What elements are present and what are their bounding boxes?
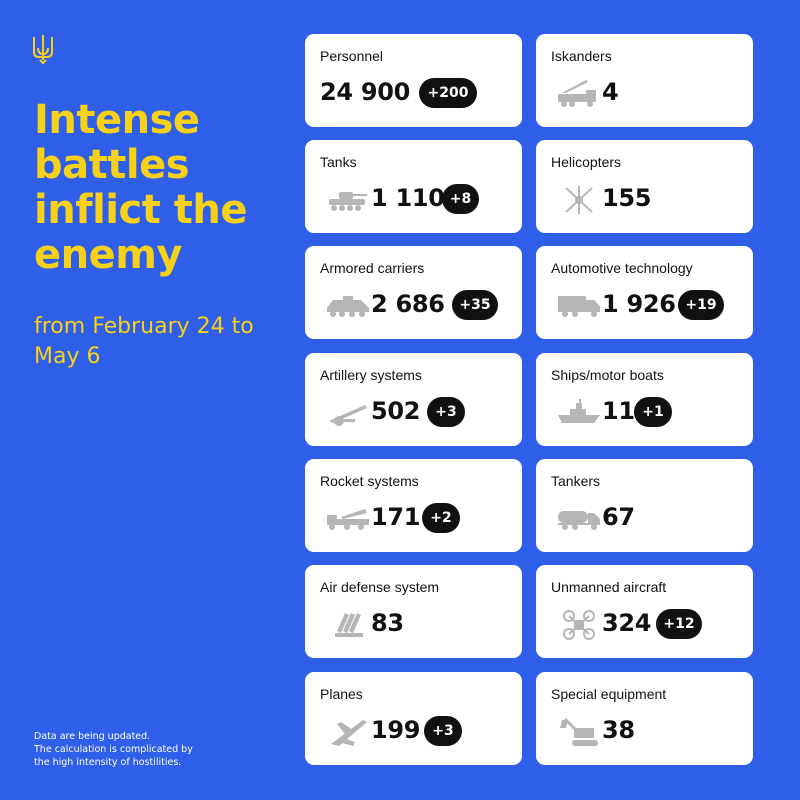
card-value: 324 bbox=[602, 609, 652, 637]
card-value: 83 bbox=[371, 609, 404, 637]
card-label: Air defense system bbox=[320, 579, 440, 595]
footnote: Data are being updated. The calculation … bbox=[34, 731, 193, 768]
stat-card-unmanned-aircraft: Unmanned aircraft 324 +12 bbox=[536, 565, 753, 658]
tank-icon bbox=[329, 192, 367, 211]
drone-icon bbox=[563, 610, 595, 640]
truck-icon bbox=[558, 296, 600, 317]
delta-badge: +2 bbox=[422, 503, 460, 533]
delta-badge: +3 bbox=[427, 397, 465, 427]
card-value: 11 bbox=[602, 397, 635, 425]
stat-card-tanks: Tanks 1 110 +8 bbox=[305, 140, 522, 233]
delta-badge: +8 bbox=[442, 184, 479, 214]
card-label: Planes bbox=[320, 686, 363, 702]
delta-badge: +200 bbox=[419, 78, 477, 108]
card-label: Ships/motor boats bbox=[551, 367, 664, 383]
stat-card-tankers: Tankers 67 bbox=[536, 459, 753, 552]
rocket-system-icon bbox=[327, 509, 369, 530]
stat-card-air-defense: Air defense system 83 bbox=[305, 565, 522, 658]
card-value: 2 686 bbox=[371, 290, 445, 318]
delta-badge: +3 bbox=[424, 716, 462, 746]
plane-icon bbox=[331, 720, 367, 746]
card-value: 199 bbox=[371, 716, 421, 744]
stat-card-artillery-systems: Artillery systems 502 +3 bbox=[305, 353, 522, 446]
delta-badge: +19 bbox=[678, 290, 724, 320]
tanker-truck-icon bbox=[558, 511, 600, 530]
stat-card-iskanders: Iskanders 4 bbox=[536, 34, 753, 127]
armored-carrier-icon bbox=[327, 296, 369, 317]
card-value: 67 bbox=[602, 503, 635, 531]
card-value: 4 bbox=[602, 78, 619, 106]
card-value: 171 bbox=[371, 503, 421, 531]
delta-badge: +35 bbox=[452, 290, 498, 320]
missile-launcher-icon bbox=[558, 80, 596, 107]
card-label: Unmanned aircraft bbox=[551, 579, 667, 595]
delta-badge: +12 bbox=[656, 609, 702, 639]
card-label: Tankers bbox=[551, 473, 601, 489]
card-label: Special equipment bbox=[551, 686, 667, 702]
card-value: 155 bbox=[602, 184, 652, 212]
stat-card-special-equipment: Special equipment 38 bbox=[536, 672, 753, 765]
card-value: 1 110 bbox=[371, 184, 445, 212]
stat-card-helicopters: Helicopters 155 bbox=[536, 140, 753, 233]
card-label: Tanks bbox=[320, 154, 357, 170]
air-defense-icon bbox=[335, 613, 363, 637]
card-label: Automotive technology bbox=[551, 260, 693, 276]
trident-icon bbox=[33, 35, 53, 64]
card-label: Armored carriers bbox=[320, 260, 425, 276]
stat-card-armored-carriers: Armored carriers 2 686 +35 bbox=[305, 246, 522, 339]
card-label: Personnel bbox=[320, 48, 384, 64]
stat-card-ships: Ships/motor boats 11 +1 bbox=[536, 353, 753, 446]
card-value: 502 bbox=[371, 397, 421, 425]
artillery-icon bbox=[329, 405, 367, 426]
headline-title: Intense battles inflict the enemy bbox=[34, 97, 248, 278]
card-label: Iskanders bbox=[551, 48, 612, 64]
stat-card-planes: Planes 199 +3 bbox=[305, 672, 522, 765]
helicopter-icon bbox=[565, 186, 593, 214]
card-value: 1 926 bbox=[602, 290, 676, 318]
card-value: 24 900 bbox=[320, 78, 411, 106]
card-label: Rocket systems bbox=[320, 473, 419, 489]
stat-card-personnel: Personnel 24 900 +200 bbox=[305, 34, 522, 127]
delta-badge: +1 bbox=[634, 397, 672, 427]
card-value: 38 bbox=[602, 716, 635, 744]
period-text: from February 24 to May 6 bbox=[34, 314, 254, 369]
stat-card-rocket-systems: Rocket systems 171 +2 bbox=[305, 459, 522, 552]
excavator-icon bbox=[560, 718, 598, 746]
stat-card-automotive-technology: Automotive technology 1 926 +19 bbox=[536, 246, 753, 339]
card-label: Helicopters bbox=[551, 154, 622, 170]
card-label: Artillery systems bbox=[320, 367, 422, 383]
ship-icon bbox=[558, 399, 600, 423]
